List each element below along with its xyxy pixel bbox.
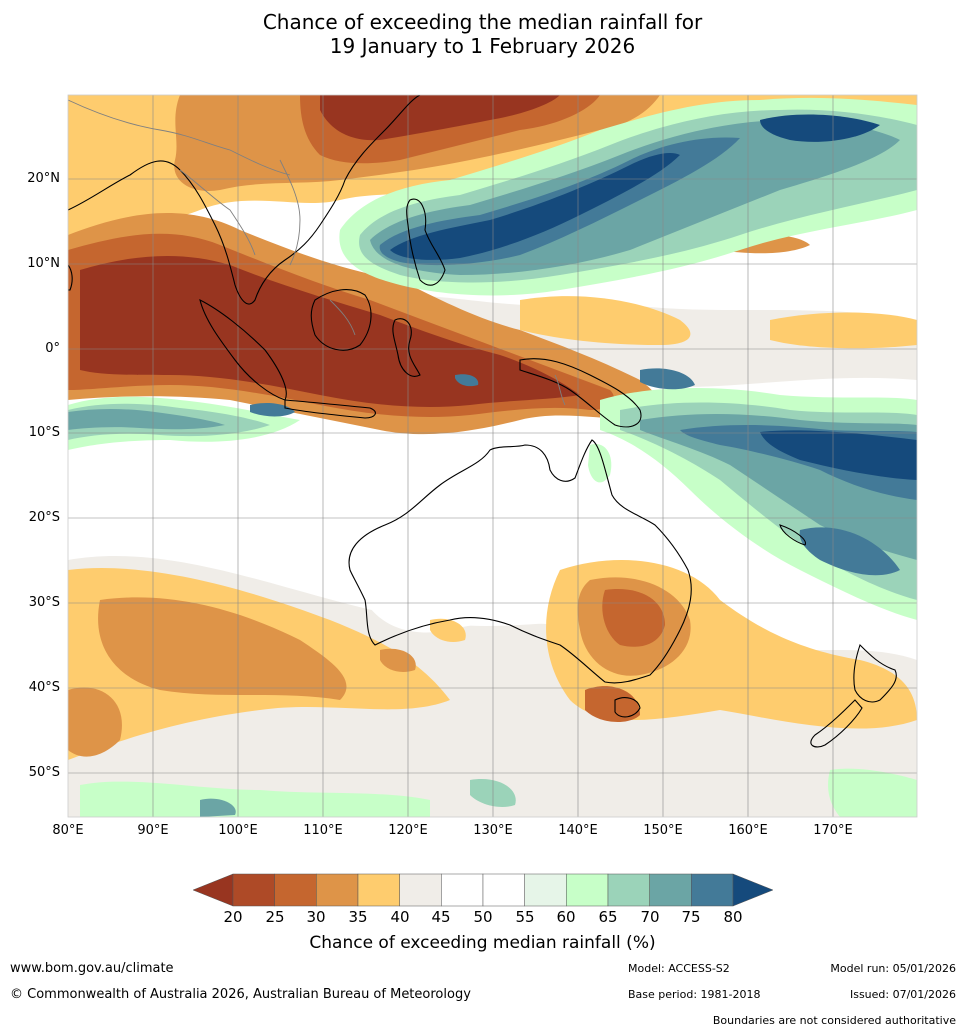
- colorbar-cell-60-65: [566, 873, 609, 907]
- colorbar-cell-70-75: [649, 873, 692, 907]
- map-title-line-2: 19 January to 1 February 2026: [329, 34, 636, 58]
- colorbar-cell-30-35: [316, 873, 359, 907]
- lat-label-30s: 30°S: [28, 595, 60, 610]
- colorbar-extend-high-arrow: [732, 873, 774, 907]
- lat-label-50s: 50°S: [28, 765, 60, 780]
- tasmania-coast: [614, 697, 641, 718]
- lat-label-40s: 40°S: [28, 680, 60, 695]
- new-zealand-south: [810, 699, 863, 748]
- colorbar-tick-40: 40: [390, 908, 410, 926]
- lon-label-160e: 160°E: [728, 823, 768, 838]
- base-period: Base period: 1981-2018: [628, 988, 761, 1001]
- colorbar-tick-80: 80: [723, 908, 743, 926]
- lon-label-130e: 130°E: [473, 823, 513, 838]
- lon-label-170e: 170°E: [813, 823, 853, 838]
- lon-label-80e: 80°E: [52, 823, 84, 838]
- colorbar-tick-25: 25: [265, 908, 285, 926]
- sri-lanka-coast: [68, 264, 73, 291]
- colorbar-cell-25-30: [274, 873, 317, 907]
- lon-label-110e: 110°E: [303, 823, 343, 838]
- copyright-text: © Commonwealth of Australia 2026, Austra…: [10, 987, 471, 1002]
- map-title-line-1: Chance of exceeding the median rainfall …: [262, 10, 703, 34]
- lon-label-100e: 100°E: [218, 823, 258, 838]
- model-run-date: Model run: 05/01/2026: [830, 962, 956, 975]
- sulawesi-coast: [392, 318, 421, 377]
- lon-label-140e: 140°E: [558, 823, 598, 838]
- java-coast: [284, 399, 376, 419]
- colorbar-tick-75: 75: [681, 908, 701, 926]
- colorbar-cell-75-80: [691, 873, 734, 907]
- new-caledonia-coast: [779, 524, 806, 546]
- graticule-lines: [68, 95, 917, 817]
- boundaries-note: Boundaries are not considered authoritat…: [712, 1014, 956, 1027]
- lat-label-10s: 10°S: [28, 425, 60, 440]
- country-boundaries: [68, 99, 566, 406]
- asia-coast: [68, 95, 421, 305]
- borneo-coast: [310, 289, 372, 351]
- australia-coast: [348, 439, 692, 684]
- colorbar-cell-20-25: [232, 873, 275, 907]
- lat-label-20n: 20°N: [27, 171, 60, 186]
- new-zealand-north: [853, 643, 897, 703]
- colorbar-cell-35-40: [357, 873, 400, 907]
- lon-label-90e: 90°E: [137, 823, 169, 838]
- colorbar: [192, 873, 774, 907]
- lat-label-0: 0°: [45, 341, 60, 356]
- lat-label-20s: 20°S: [28, 510, 60, 525]
- colorbar-cell-40-45: [399, 873, 442, 907]
- coastlines: [68, 95, 897, 748]
- colorbar-tick-65: 65: [598, 908, 618, 926]
- map-frame: [67, 94, 918, 818]
- colorbar-tick-30: 30: [306, 908, 326, 926]
- colorbar-tick-70: 70: [640, 908, 660, 926]
- colorbar-tick-35: 35: [348, 908, 368, 926]
- colorbar-cell-55-60: [524, 873, 567, 907]
- rainfall-probability-field: [68, 95, 917, 817]
- new-guinea-coast: [519, 358, 642, 428]
- model-name: Model: ACCESS-S2: [628, 962, 730, 975]
- colorbar-cell-65-70: [607, 873, 650, 907]
- colorbar-tick-55: 55: [515, 908, 535, 926]
- philippines-coast: [406, 198, 446, 286]
- bom-climate-link[interactable]: www.bom.gov.au/climate: [10, 961, 174, 976]
- colorbar-tick-20: 20: [223, 908, 243, 926]
- colorbar-label: Chance of exceeding median rainfall (%): [309, 933, 656, 953]
- colorbar-tick-60: 60: [556, 908, 576, 926]
- lat-label-10n: 10°N: [27, 256, 60, 271]
- colorbar-tick-45: 45: [431, 908, 451, 926]
- colorbar-extend-low-arrow: [192, 873, 234, 907]
- colorbar-cell-50-55: [482, 873, 525, 907]
- colorbar-tick-50: 50: [473, 908, 493, 926]
- issued-date: Issued: 07/01/2026: [849, 988, 956, 1001]
- colorbar-cell-45-50: [441, 873, 484, 907]
- lon-label-120e: 120°E: [388, 823, 428, 838]
- lon-label-150e: 150°E: [643, 823, 683, 838]
